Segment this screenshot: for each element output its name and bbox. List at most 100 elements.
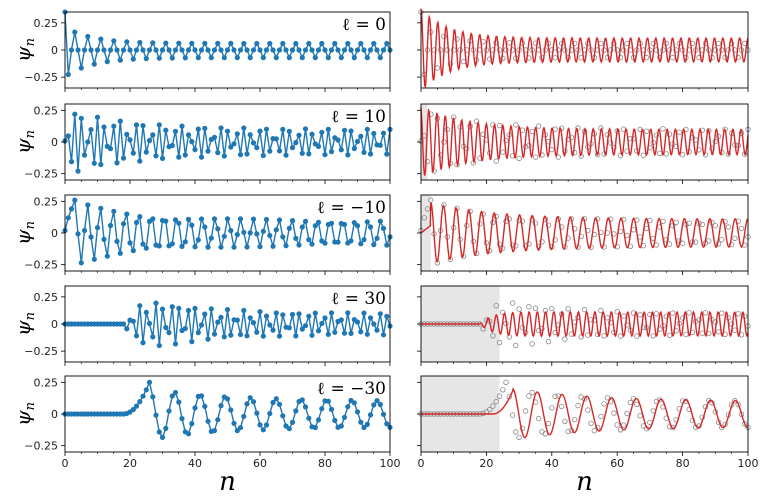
data-point bbox=[172, 389, 179, 396]
data-point-hollow bbox=[719, 236, 725, 243]
data-point-hollow bbox=[496, 122, 503, 129]
data-point-hollow bbox=[424, 206, 431, 212]
data-point bbox=[189, 339, 195, 345]
data-point bbox=[78, 115, 84, 121]
data-point-hollow bbox=[585, 407, 591, 413]
data-point bbox=[221, 153, 227, 159]
data-point bbox=[247, 132, 253, 138]
data-point bbox=[358, 419, 364, 425]
data-point-hollow bbox=[728, 321, 735, 327]
data-point-hollow bbox=[506, 40, 512, 46]
x-tick-label: 0 bbox=[418, 457, 425, 470]
data-point bbox=[306, 40, 312, 47]
shaded-region bbox=[421, 195, 431, 271]
data-point bbox=[224, 128, 231, 134]
data-point bbox=[371, 402, 377, 408]
data-point bbox=[263, 313, 270, 319]
panel-annotation: ℓ = 10 bbox=[331, 107, 386, 127]
data-point bbox=[107, 47, 114, 53]
data-point bbox=[260, 228, 266, 234]
data-point bbox=[335, 47, 341, 53]
data-point bbox=[176, 305, 182, 311]
y-tick-label: 0 bbox=[51, 136, 58, 149]
data-point bbox=[137, 158, 143, 164]
data-point bbox=[273, 310, 279, 316]
data-point bbox=[312, 223, 318, 229]
data-point-hollow bbox=[601, 401, 607, 407]
chart-panel: 0.25 0 −0.25 ψn ℓ = 10 bbox=[11, 103, 393, 184]
data-point bbox=[250, 320, 257, 326]
y-axis-label-subscript: n bbox=[23, 221, 38, 229]
data-point bbox=[94, 47, 101, 53]
x-tick-label: 100 bbox=[380, 457, 401, 470]
data-point bbox=[156, 429, 162, 435]
data-point-hollow bbox=[608, 140, 614, 146]
data-point-hollow bbox=[542, 431, 548, 437]
data-point bbox=[371, 130, 377, 137]
data-point bbox=[241, 125, 247, 131]
data-point bbox=[358, 241, 364, 247]
data-point bbox=[159, 155, 166, 161]
data-point bbox=[302, 323, 309, 329]
data-point bbox=[143, 309, 149, 315]
data-point-hollow bbox=[650, 40, 656, 47]
data-point bbox=[293, 408, 299, 414]
data-point-hollow bbox=[503, 47, 509, 53]
data-point bbox=[309, 241, 315, 247]
data-point bbox=[380, 47, 387, 53]
data-point bbox=[68, 159, 75, 165]
data-point bbox=[299, 397, 305, 403]
data-point bbox=[377, 218, 383, 224]
data-point bbox=[296, 132, 302, 138]
data-point bbox=[244, 333, 250, 339]
data-point bbox=[270, 399, 276, 406]
data-point bbox=[98, 205, 104, 211]
data-point-hollow bbox=[434, 65, 441, 71]
data-point bbox=[94, 225, 101, 231]
data-point bbox=[351, 220, 357, 226]
data-point bbox=[299, 55, 305, 61]
data-point bbox=[322, 240, 328, 246]
data-point bbox=[322, 315, 328, 321]
data-point-hollow bbox=[552, 393, 558, 400]
data-point bbox=[218, 47, 224, 53]
axes-frame bbox=[420, 194, 749, 272]
data-point bbox=[107, 222, 114, 229]
x-axis-label: n bbox=[219, 467, 236, 497]
data-point bbox=[202, 40, 208, 47]
data-point bbox=[309, 131, 315, 137]
data-point bbox=[215, 150, 221, 156]
data-point bbox=[367, 412, 374, 418]
data-point bbox=[276, 333, 283, 339]
data-point bbox=[267, 40, 273, 47]
data-point bbox=[150, 132, 156, 138]
data-point bbox=[351, 400, 357, 406]
y-axis-label: ψn bbox=[11, 221, 38, 245]
data-point bbox=[120, 321, 127, 327]
data-point bbox=[270, 243, 276, 249]
data-point bbox=[91, 61, 97, 67]
data-point-hollow bbox=[454, 36, 460, 42]
data-point bbox=[247, 315, 253, 321]
data-point bbox=[72, 197, 78, 203]
data-point-hollow bbox=[460, 58, 467, 65]
data-point bbox=[143, 149, 149, 155]
data-point bbox=[302, 404, 309, 410]
data-point bbox=[169, 55, 175, 61]
data-point bbox=[65, 215, 71, 221]
data-point bbox=[179, 47, 185, 53]
data-point bbox=[250, 47, 257, 53]
data-point bbox=[143, 245, 149, 251]
data-point-hollow bbox=[732, 235, 738, 241]
data-point bbox=[348, 47, 354, 53]
data-point-hollow bbox=[637, 234, 643, 240]
data-point bbox=[104, 59, 110, 65]
chart-panel: 0 20 40 60 80 100 0.25 0 −0.25 ψn ℓ = −30 n bbox=[11, 375, 401, 497]
data-point bbox=[163, 127, 169, 133]
data-point-hollow bbox=[539, 239, 545, 245]
data-point bbox=[234, 131, 240, 137]
data-point bbox=[354, 138, 361, 145]
data-point bbox=[380, 411, 387, 417]
data-point bbox=[117, 57, 123, 63]
data-point bbox=[374, 235, 380, 241]
